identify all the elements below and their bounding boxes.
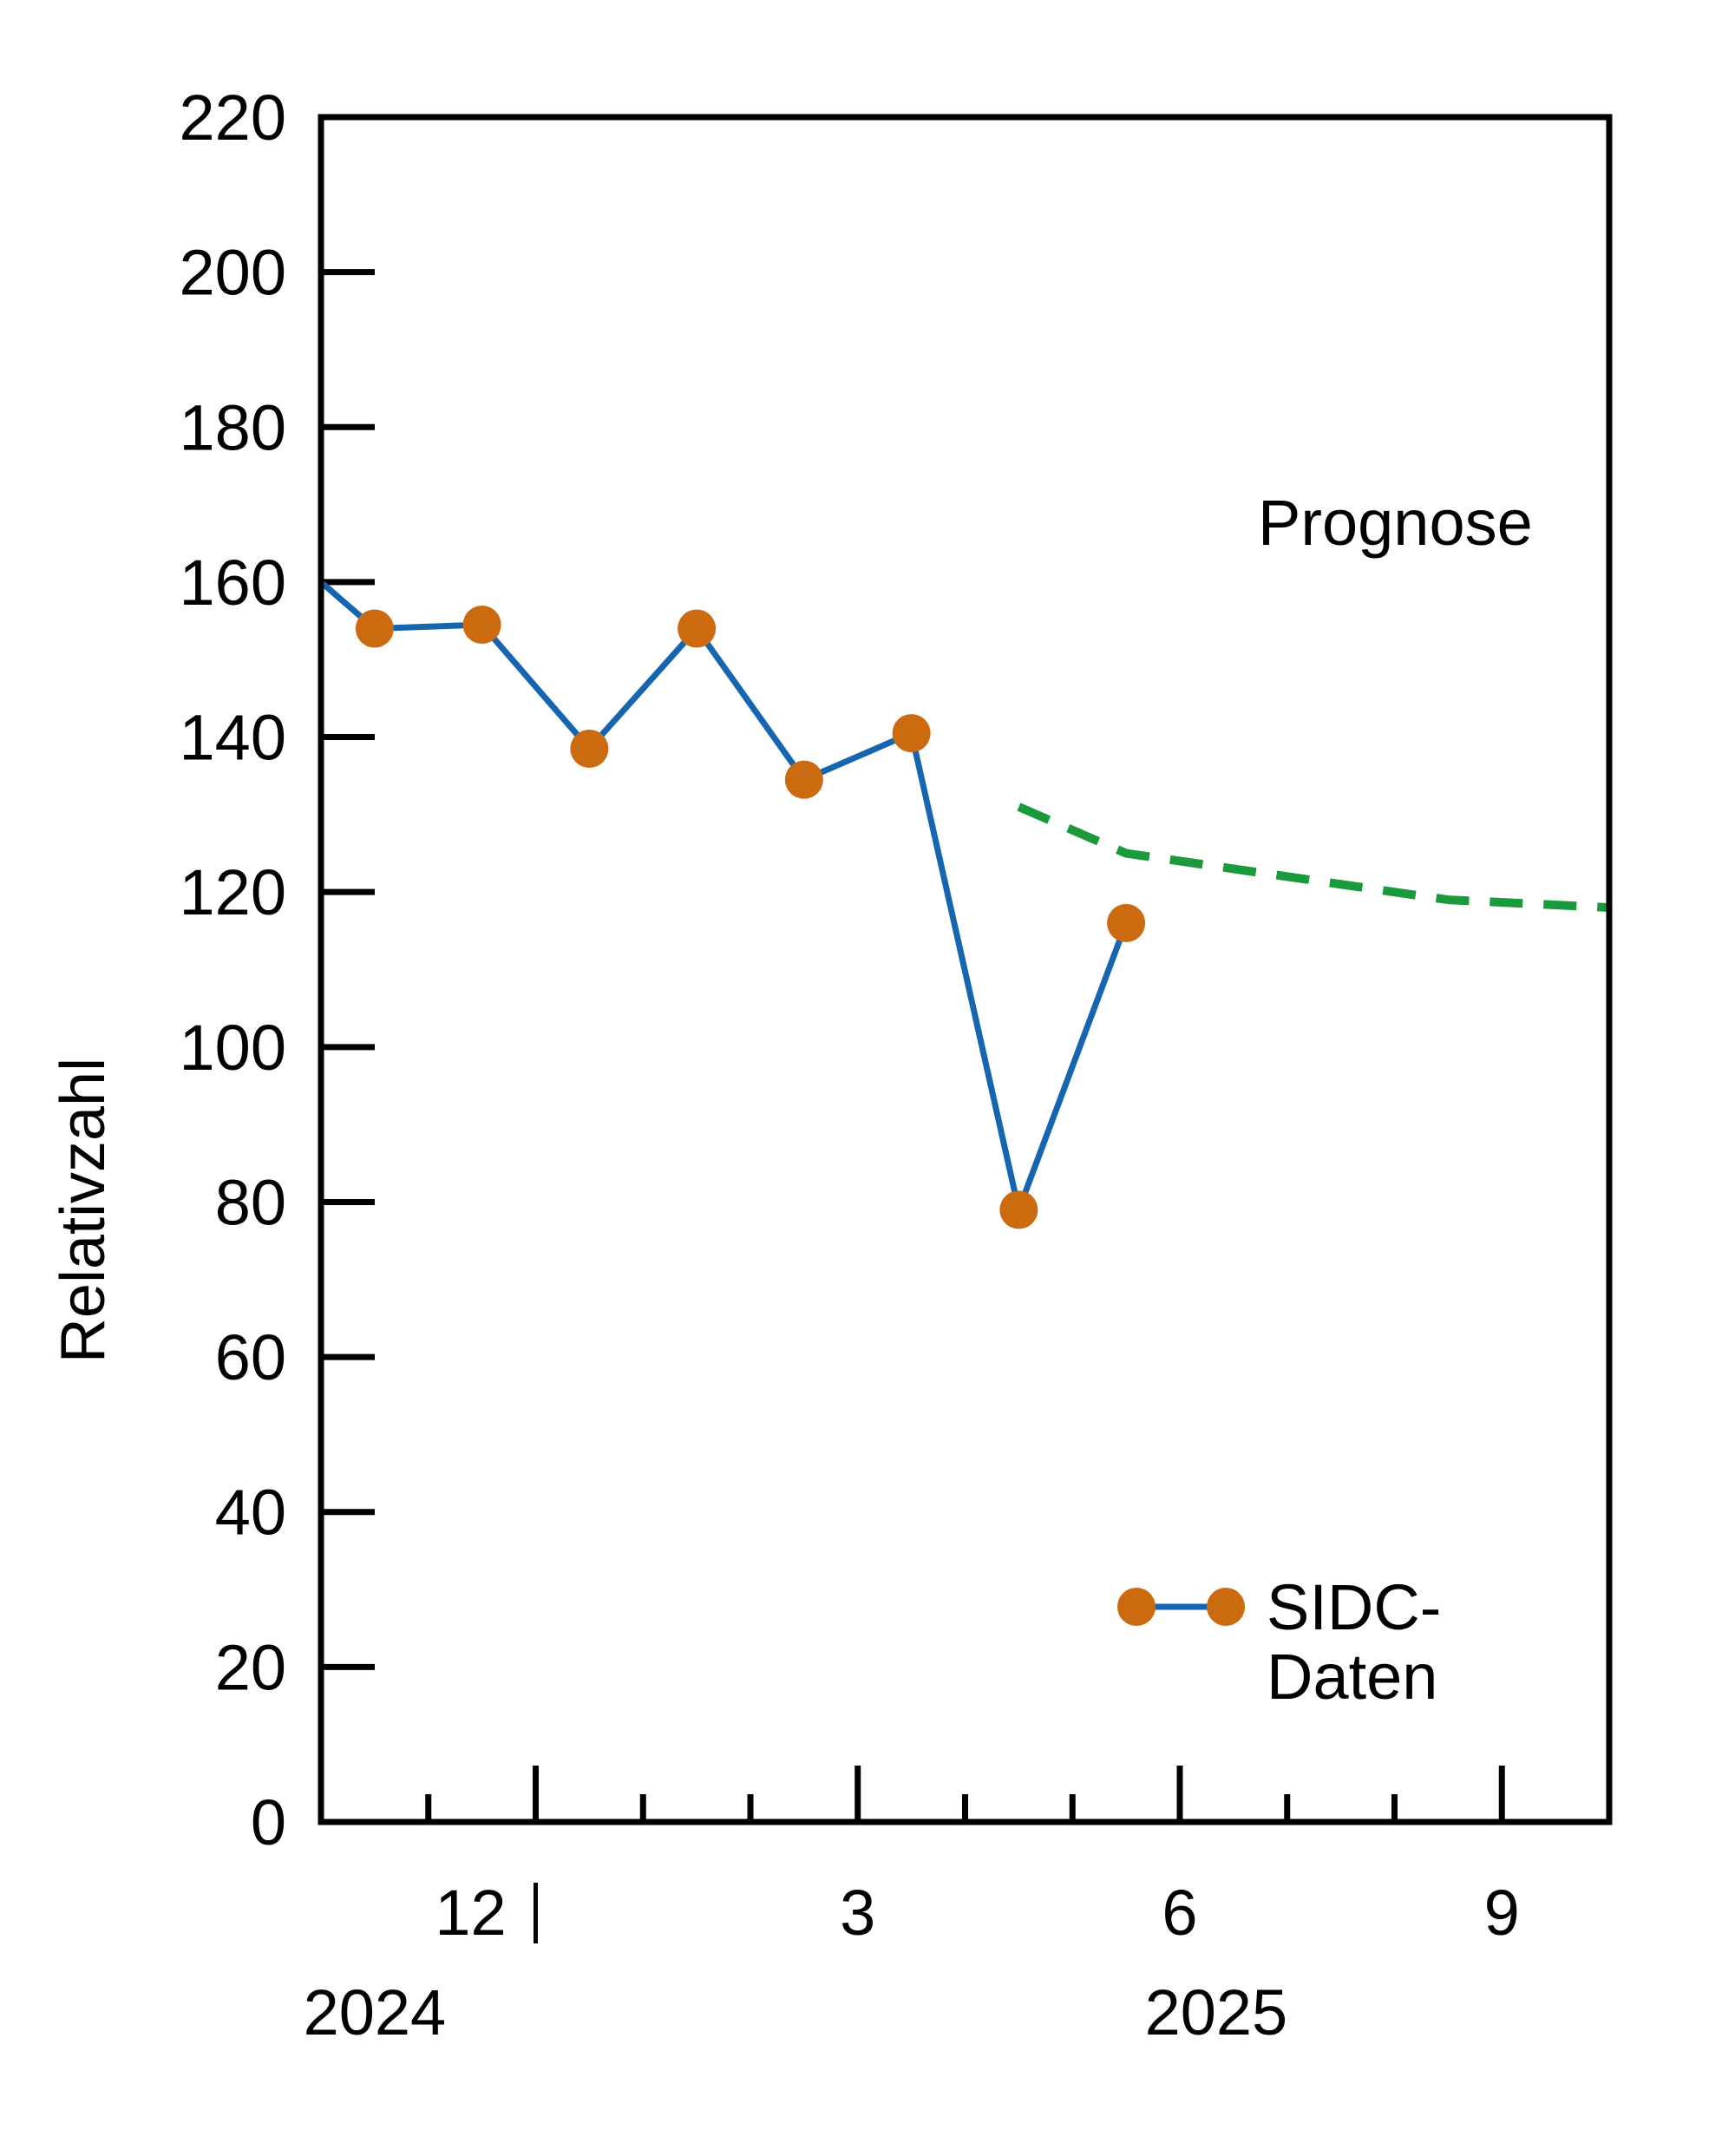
sidc-data-point: [462, 606, 501, 645]
forecast-line: [1017, 803, 1610, 913]
year-label: 2025: [1145, 1976, 1288, 2048]
sidc-data-point: [570, 729, 609, 768]
x-tick-label: 6: [1162, 1877, 1197, 1949]
legend-marker: [1207, 1588, 1245, 1626]
y-tick-label: 140: [180, 702, 286, 774]
series-layer: [318, 580, 1610, 1229]
sidc-data-point: [355, 609, 394, 648]
legend-label: SIDC-: [1267, 1571, 1441, 1643]
y-tick-label: 120: [180, 856, 286, 928]
legend-label: Daten: [1267, 1641, 1437, 1713]
sidc-data-point: [678, 609, 717, 648]
sidc-data-point: [784, 760, 823, 799]
y-tick-label: 0: [251, 1786, 286, 1858]
y-tick-label: 40: [215, 1477, 286, 1549]
sidc-data-point: [892, 714, 931, 753]
year-label: 2024: [304, 1976, 447, 2048]
y-tick-label: 180: [180, 391, 286, 463]
y-tick-label: 60: [215, 1321, 286, 1393]
sidc-data-point: [1107, 903, 1146, 942]
prognose-annotation: Prognose: [1258, 487, 1533, 559]
y-tick-label: 160: [180, 547, 286, 619]
axes-layer: [321, 269, 1505, 1822]
sidc-data-point: [999, 1190, 1038, 1229]
y-tick-label: 20: [215, 1631, 286, 1703]
plot-frame: [318, 114, 1613, 1825]
y-tick-label: 100: [180, 1012, 286, 1084]
x-tick-label: 3: [840, 1877, 875, 1949]
legend: SIDC- Daten: [1117, 1571, 1441, 1713]
y-tick-label: 200: [180, 237, 286, 309]
y-axis-title: Relativzahl: [49, 1058, 118, 1363]
y-tick-label: 220: [180, 82, 286, 154]
x-tick-label: 9: [1484, 1877, 1520, 1949]
label-layer: 0 20 40 60 80 100 120 140 160 180 200 220 12 3 6 9 2024 2…: [180, 82, 1520, 2048]
sidc-line: [318, 580, 1129, 1213]
legend-marker: [1117, 1588, 1156, 1626]
x-tick-label: 12: [435, 1877, 506, 1949]
y-tick-label: 80: [215, 1166, 286, 1238]
